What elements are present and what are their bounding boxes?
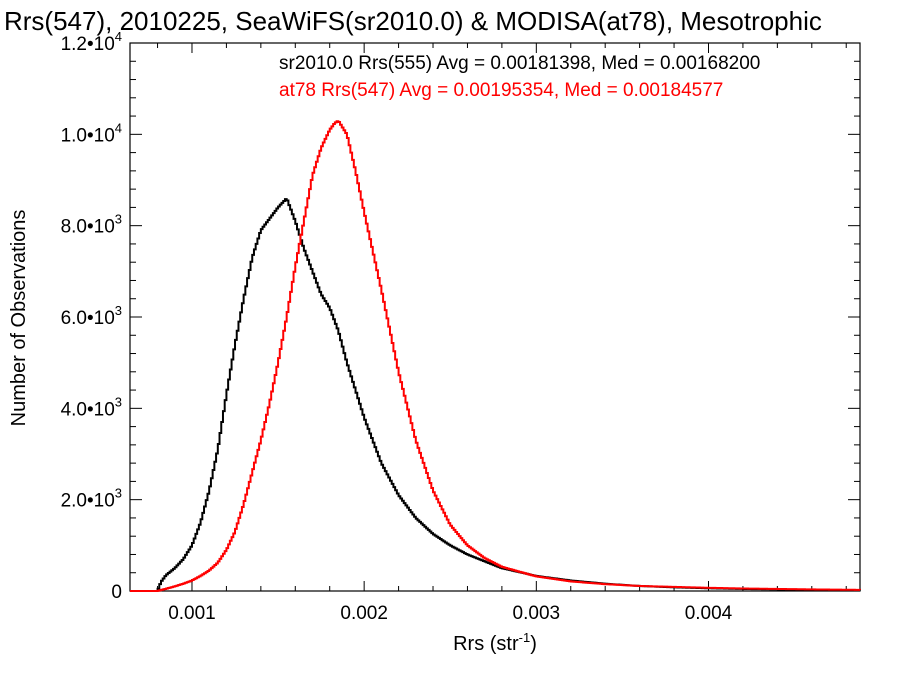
x-tick-label: 0.003 xyxy=(513,603,561,624)
y-tick-label: 1.0•104 xyxy=(61,120,122,146)
y-axis: 0 2.0•103 4.0•103 6.0•103 8.0•103 1.0•104 1.2•… xyxy=(61,29,860,603)
y-tick-label: 1.2•104 xyxy=(61,29,122,55)
chart-title: Rrs(547), 2010225, SeaWiFS(sr2010.0) & M… xyxy=(4,6,822,36)
y-tick-label: 8.0•103 xyxy=(61,212,122,238)
x-axis-label: Rrs (str-1) xyxy=(453,630,537,655)
y-tick-label: 6.0•103 xyxy=(61,303,122,329)
series-line-1 xyxy=(130,120,861,592)
annotation-red: at78 Rrs(547) Avg = 0.00195354, Med = 0.… xyxy=(279,80,723,101)
series-layer xyxy=(130,120,861,592)
x-tick-label: 0.004 xyxy=(685,603,733,624)
annotation-black: sr2010.0 Rrs(555) Avg = 0.00181398, Med … xyxy=(279,53,760,74)
y-tick-label: 0 xyxy=(111,582,122,603)
x-tick-label: 0.001 xyxy=(168,603,216,624)
y-axis-label: Number of Observations xyxy=(8,210,30,427)
plot-area: 0.001 0.002 0.003 0.004 0 2.0•103 4.0•103 6.0•… xyxy=(61,29,861,624)
y-tick-label: 4.0•103 xyxy=(61,394,122,420)
series-line-0 xyxy=(130,198,861,592)
x-axis: 0.001 0.002 0.003 0.004 xyxy=(157,43,847,624)
y-tick-label: 2.0•103 xyxy=(61,486,122,512)
x-tick-label: 0.002 xyxy=(340,603,388,624)
